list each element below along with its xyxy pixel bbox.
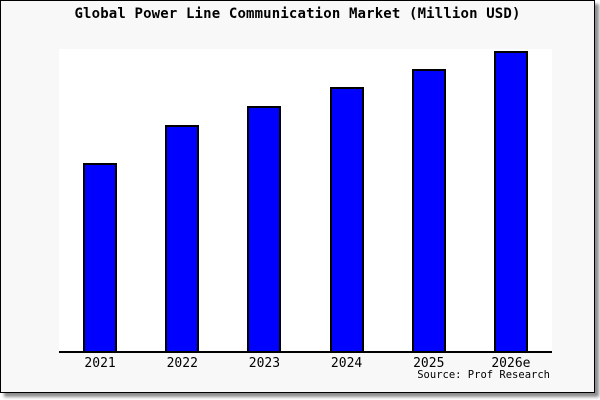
bar-2026e bbox=[493, 51, 528, 351]
x-tick-label-2025: 2025 bbox=[413, 356, 445, 371]
bar-2021 bbox=[83, 163, 118, 351]
x-tick-label-2026e: 2026e bbox=[491, 356, 531, 371]
x-tick-label-2023: 2023 bbox=[248, 356, 281, 371]
x-tick-label-2024: 2024 bbox=[330, 356, 363, 371]
x-tick-label-2021: 2021 bbox=[84, 356, 116, 371]
bar-2025 bbox=[411, 69, 446, 351]
chart-title: Global Power Line Communication Market (… bbox=[74, 6, 521, 22]
bar-2024 bbox=[329, 87, 364, 351]
x-axis-labels: 2021 2022 2023 2024 2025 2026e bbox=[59, 356, 552, 374]
source-credit: Source: Prof Research bbox=[417, 369, 550, 381]
bar-2023 bbox=[247, 106, 282, 351]
plot-area bbox=[59, 49, 552, 353]
bar-2022 bbox=[165, 125, 200, 351]
chart-frame: Global Power Line Communication Market (… bbox=[0, 0, 595, 393]
x-tick-label-2022: 2022 bbox=[166, 356, 198, 371]
